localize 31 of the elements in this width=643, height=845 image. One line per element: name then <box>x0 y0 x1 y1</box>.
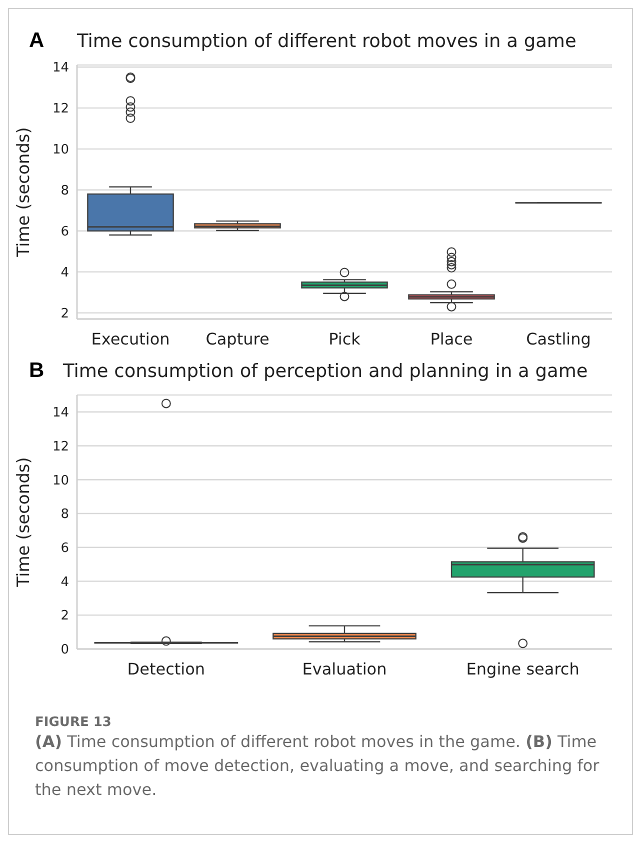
y-tick-label: 2 <box>60 608 69 624</box>
x-tick-label: Capture <box>206 329 270 348</box>
y-tick-label: 12 <box>52 102 69 117</box>
text: (A) Time consumption of different robot moves in the game. (B) Time consumption of move detection, evaluating a move, and searching for the next move. <box>35 732 600 799</box>
y-tick-label: 6 <box>60 541 69 556</box>
x-tick-label: Execution <box>91 329 170 348</box>
x-tick-label: Place <box>430 329 473 348</box>
y-tick-label: 12 <box>52 439 69 454</box>
text: B <box>29 359 44 382</box>
caption: FIGURE 13 <box>35 715 112 730</box>
y-tick-label: 4 <box>60 266 69 280</box>
text: A <box>28 29 46 53</box>
x-tick-label: Detection <box>127 659 206 678</box>
y-axis-title: Time (seconds) <box>14 127 34 258</box>
y-tick-label: 6 <box>60 224 69 240</box>
y-tick-label: 10 <box>52 473 69 488</box>
x-tick-label: Engine search <box>466 659 580 678</box>
y-tick-label: 0 <box>60 642 69 658</box>
y-tick-label: 8 <box>60 507 69 522</box>
y-tick-label: 4 <box>60 574 69 590</box>
x-tick-label: Castling <box>526 329 591 348</box>
y-tick-label: 8 <box>60 184 69 199</box>
chart-title: Time consumption of perception and planning in a game <box>63 361 588 382</box>
y-tick-label: 14 <box>52 406 69 421</box>
y-tick-label: 2 <box>60 306 69 322</box>
y-tick-label: 10 <box>52 142 69 158</box>
y-tick-label: 14 <box>52 60 69 76</box>
x-tick-label: Evaluation <box>302 659 387 678</box>
y-axis-title: Time (seconds) <box>14 457 34 588</box>
chart-title: Time consumption of different robot moves in a game <box>77 31 576 52</box>
x-tick-label: Pick <box>328 329 362 348</box>
